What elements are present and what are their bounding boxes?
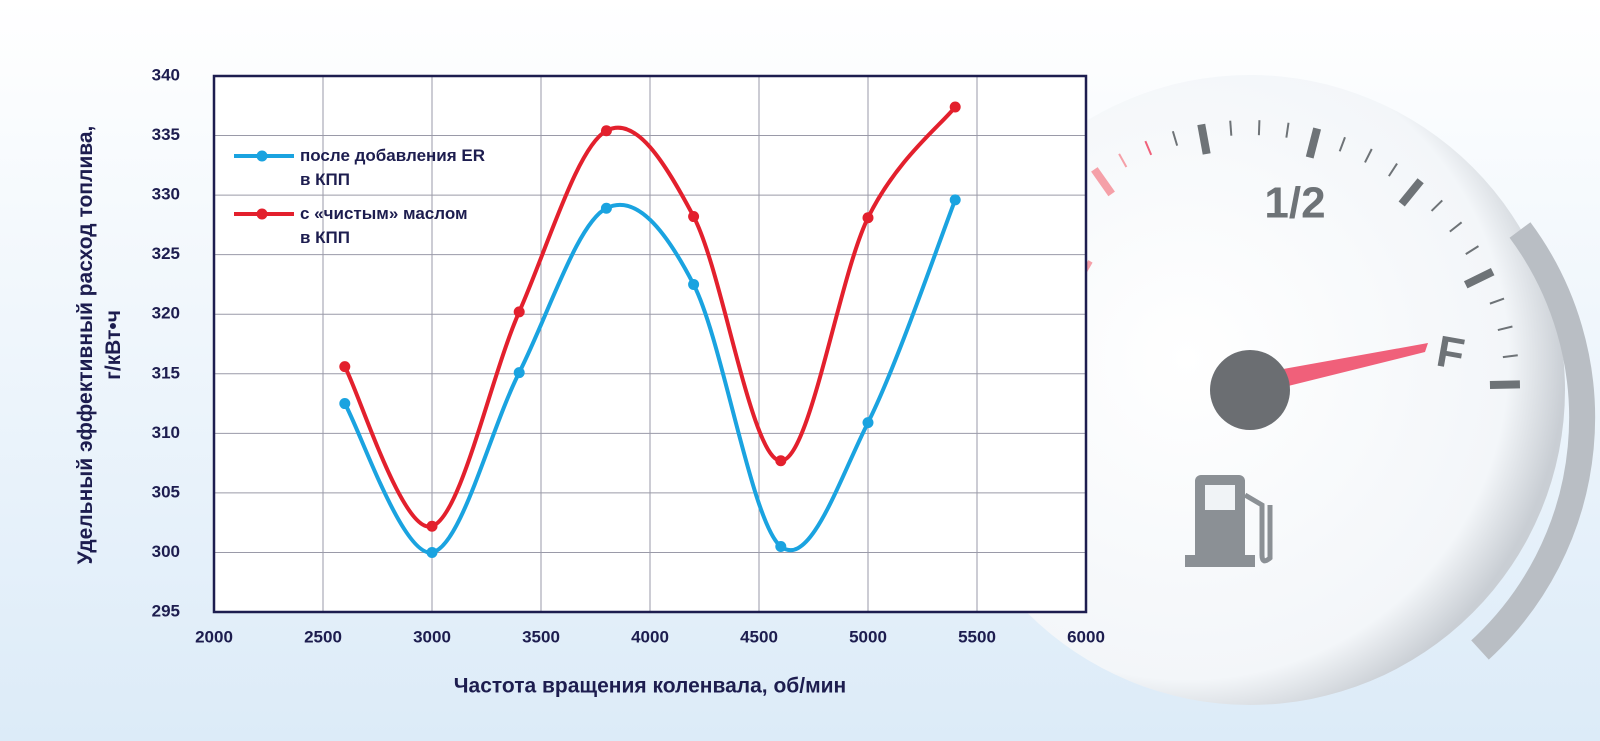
data-point xyxy=(862,417,874,429)
y-tick-label: 335 xyxy=(152,125,180,144)
data-point xyxy=(513,306,525,318)
x-tick-label: 6000 xyxy=(1067,627,1105,646)
gauge-tick xyxy=(1257,120,1261,136)
y-axis-title: Удельный эффективный расход топлива, г/к… xyxy=(74,125,125,565)
x-tick-label: 3500 xyxy=(522,627,560,646)
gauge-tick xyxy=(1171,130,1179,146)
x-tick-label: 5000 xyxy=(849,627,887,646)
gauge-tick xyxy=(1364,148,1373,163)
x-tick-label: 5500 xyxy=(958,627,996,646)
data-point xyxy=(949,194,961,206)
gauge-tick xyxy=(1338,136,1346,152)
gauge-label: 1/2 xyxy=(1264,179,1325,228)
data-point xyxy=(600,202,612,214)
gauge-tick xyxy=(1118,153,1128,168)
legend-label: с «чистым» маслом в КПП xyxy=(300,204,468,247)
y-tick-label: 325 xyxy=(152,244,180,263)
legend: после добавления ER в КПП с «чистым» масл… xyxy=(234,144,485,260)
data-point xyxy=(426,520,438,532)
gauge-tick xyxy=(1489,380,1521,389)
x-tick-label: 2500 xyxy=(304,627,342,646)
legend-marker xyxy=(256,150,268,162)
y-tick-label: 330 xyxy=(152,185,180,204)
gauge-tick xyxy=(1502,354,1518,359)
y-tick-label: 340 xyxy=(152,65,180,84)
data-point xyxy=(426,546,438,558)
legend-item: после добавления ER в КПП xyxy=(234,144,485,192)
data-point xyxy=(862,212,874,224)
legend-swatch xyxy=(234,208,294,220)
gauge-tick xyxy=(1144,140,1153,156)
gauge-tick xyxy=(1489,297,1505,305)
gauge-hub xyxy=(1210,350,1290,430)
x-tick-label: 3000 xyxy=(413,627,451,646)
y-tick-label: 310 xyxy=(152,423,180,442)
data-point xyxy=(339,361,351,373)
gauge-tick xyxy=(1463,268,1495,289)
x-tick-label: 2000 xyxy=(195,627,233,646)
gauge-needle xyxy=(1250,343,1428,395)
legend-label: после добавления ER в КПП xyxy=(300,146,485,189)
fuel-icon xyxy=(1185,475,1273,567)
gauge-tick xyxy=(1497,325,1513,332)
data-point xyxy=(949,101,961,113)
data-point xyxy=(339,398,351,410)
y-tick-label: 300 xyxy=(152,542,180,561)
x-tick-label: 4000 xyxy=(631,627,669,646)
y-tick-label: 295 xyxy=(152,601,180,620)
gauge-tick xyxy=(1388,163,1398,177)
y-tick-label: 320 xyxy=(152,304,180,323)
legend-marker xyxy=(256,208,268,220)
gauge-tick xyxy=(1091,167,1115,197)
gauge-rim xyxy=(1471,222,1596,660)
series-line xyxy=(343,105,957,529)
y-tick-label: 315 xyxy=(152,363,180,382)
gauge-tick xyxy=(1398,178,1424,207)
fuel-gauge: E 1/2 F xyxy=(935,75,1596,705)
gauge-tick xyxy=(1229,120,1233,136)
data-point xyxy=(688,278,700,290)
legend-item: с «чистым» маслом в КПП xyxy=(234,202,485,250)
data-point xyxy=(688,211,700,223)
gauge-tick xyxy=(1285,122,1290,138)
data-point xyxy=(775,455,787,467)
data-point xyxy=(600,125,612,137)
gauge-tick xyxy=(1197,123,1211,155)
x-tick-label: 4500 xyxy=(740,627,778,646)
plot-frame xyxy=(212,74,1088,614)
y-tick-label: 305 xyxy=(152,482,180,501)
gauge-tick xyxy=(1465,245,1480,255)
x-axis-title: Частота вращения коленвала, об/мин xyxy=(454,675,846,698)
data-point xyxy=(513,367,525,379)
gauge-tick xyxy=(1430,199,1443,212)
legend-swatch xyxy=(234,150,294,162)
gauge-tick xyxy=(1305,127,1322,159)
data-point xyxy=(775,540,787,552)
gauge-tick xyxy=(1449,221,1463,233)
